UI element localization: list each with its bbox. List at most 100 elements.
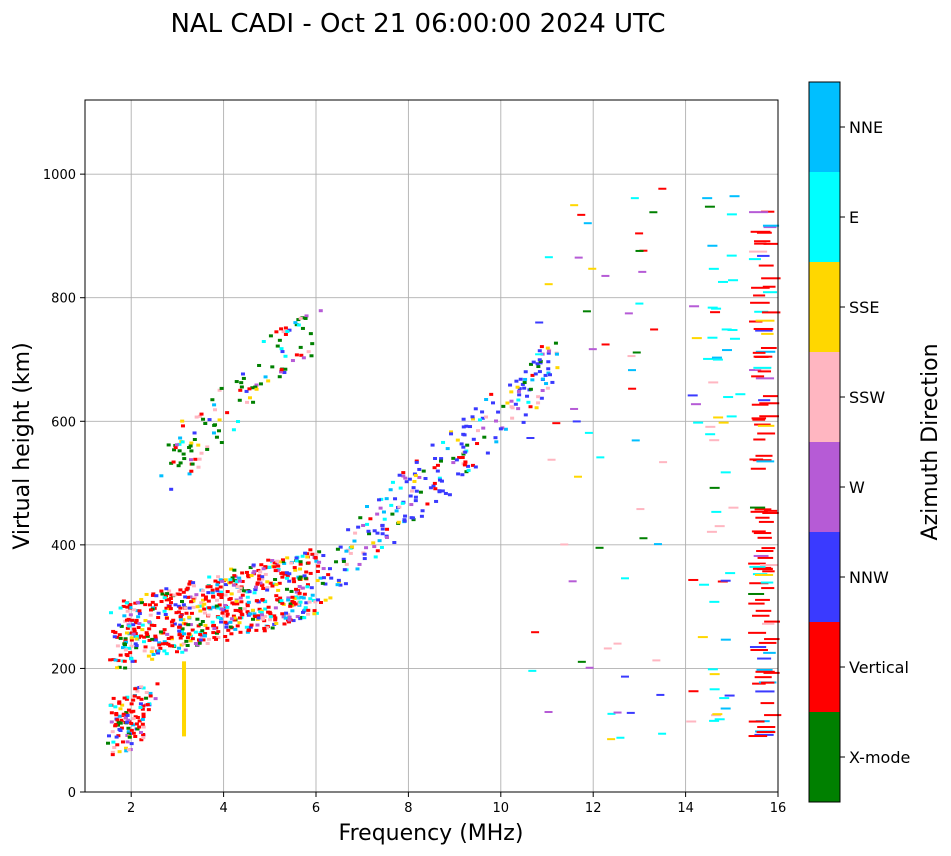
echo-point	[286, 613, 291, 617]
echo-point	[253, 585, 258, 589]
echo-point	[118, 606, 123, 610]
echo-point	[273, 569, 278, 573]
echo-point	[149, 650, 154, 654]
echo-point	[756, 668, 773, 671]
echo-point	[709, 673, 720, 676]
echo-point	[118, 707, 123, 711]
echo-point	[279, 370, 284, 374]
echo-point	[131, 731, 136, 735]
echo-point	[482, 435, 487, 439]
echo-point	[688, 690, 699, 693]
echo-point	[188, 639, 193, 643]
echo-point	[238, 586, 243, 590]
echo-point	[256, 616, 261, 620]
echo-point	[358, 516, 363, 520]
echo-point	[632, 351, 641, 354]
echo-point	[251, 400, 256, 404]
echo-point	[751, 530, 766, 533]
echo-point	[182, 705, 187, 710]
echo-point	[108, 611, 113, 615]
echo-point	[149, 623, 154, 627]
echo-point	[607, 738, 616, 741]
echo-point	[729, 337, 740, 340]
echo-point	[537, 358, 542, 362]
echo-point	[129, 710, 134, 714]
echo-point	[461, 445, 466, 449]
echo-point	[705, 433, 716, 436]
echo-point	[470, 415, 475, 419]
echo-point	[720, 707, 731, 710]
echo-point	[414, 460, 419, 464]
echo-point	[630, 197, 639, 200]
echo-point	[280, 601, 285, 605]
echo-point	[211, 631, 216, 635]
echo-point	[117, 714, 122, 718]
echo-point	[408, 494, 413, 498]
echo-point	[270, 365, 275, 369]
echo-point	[393, 497, 398, 501]
echo-point	[112, 745, 117, 749]
echo-point	[111, 629, 116, 633]
echo-point	[459, 442, 464, 446]
echo-point	[193, 630, 198, 634]
echo-point	[273, 616, 278, 620]
echo-point	[140, 707, 145, 711]
echo-point	[517, 393, 522, 397]
echo-point	[206, 613, 211, 617]
echo-point	[139, 601, 144, 605]
echo-point	[200, 604, 205, 608]
echo-point	[505, 401, 510, 405]
echo-point	[159, 600, 164, 604]
echo-point	[350, 545, 355, 549]
echo-point	[760, 346, 777, 349]
echo-point	[261, 340, 266, 344]
echo-point	[372, 545, 377, 549]
echo-point	[302, 616, 307, 620]
echo-point	[198, 631, 203, 635]
echo-point	[203, 422, 208, 426]
echo-point	[182, 717, 187, 722]
echo-point	[754, 240, 771, 243]
echo-point	[454, 458, 459, 462]
echo-point	[326, 573, 331, 577]
echo-point	[371, 541, 376, 545]
echo-point	[230, 576, 235, 580]
echo-point	[294, 587, 299, 591]
echo-point	[221, 614, 226, 618]
echo-point	[141, 725, 146, 729]
echo-point	[726, 213, 737, 216]
colorbar-swatch	[809, 82, 840, 172]
echo-point	[761, 332, 774, 335]
echo-point	[219, 607, 224, 611]
echo-point	[335, 547, 340, 551]
echo-point	[496, 410, 501, 414]
echo-point	[457, 456, 462, 460]
echo-point	[127, 735, 132, 739]
echo-point	[268, 581, 273, 585]
echo-point	[484, 415, 489, 419]
echo-point	[108, 703, 113, 707]
echo-point	[192, 438, 197, 442]
echo-point	[125, 713, 130, 717]
echo-point	[305, 585, 310, 589]
echo-point	[275, 598, 280, 602]
echo-point	[509, 399, 514, 403]
echo-point	[153, 603, 158, 607]
echo-point	[207, 418, 212, 422]
echo-point	[189, 469, 194, 473]
echo-point	[380, 527, 385, 531]
echo-point	[125, 733, 130, 737]
echo-point	[180, 634, 185, 638]
echo-point	[748, 631, 767, 634]
echo-point	[759, 564, 779, 567]
echo-point	[362, 552, 367, 556]
echo-point	[210, 591, 215, 595]
echo-point	[398, 486, 403, 490]
echo-point	[375, 549, 380, 553]
echo-point	[755, 690, 775, 693]
echo-point	[223, 578, 228, 582]
echo-point	[477, 418, 482, 422]
echo-point	[178, 636, 183, 640]
echo-point	[310, 593, 315, 597]
echo-point	[132, 659, 137, 663]
